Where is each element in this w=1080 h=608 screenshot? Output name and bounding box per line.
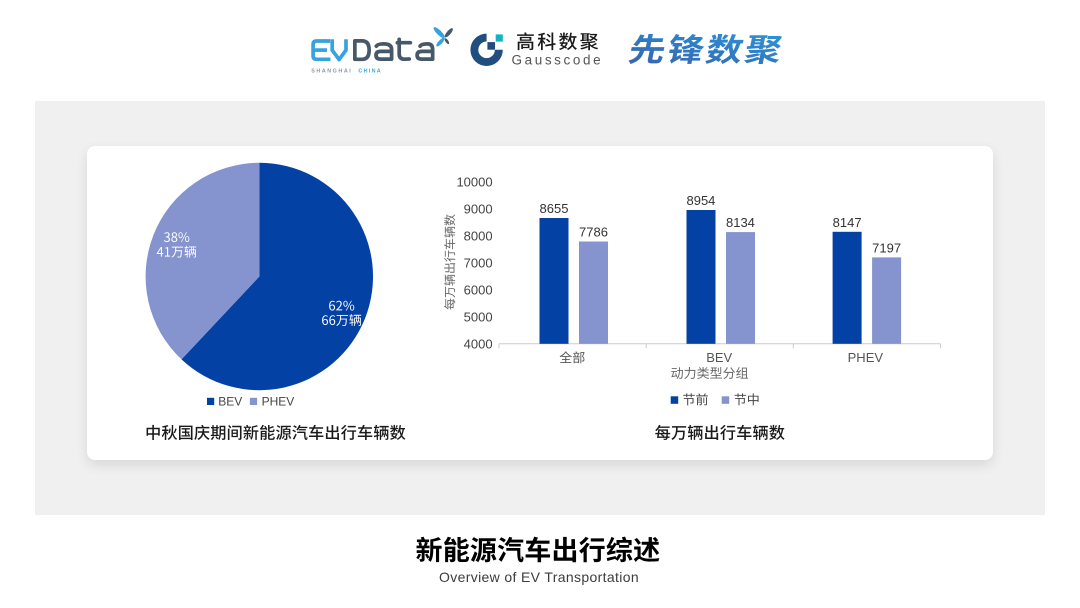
svg-text:8954: 8954 <box>686 193 715 208</box>
svg-text:8134: 8134 <box>726 215 755 230</box>
svg-text:SHANGHAI: SHANGHAI <box>311 68 352 74</box>
svg-text:8655: 8655 <box>540 201 569 216</box>
svg-text:7786: 7786 <box>579 225 608 240</box>
svg-text:8147: 8147 <box>833 215 862 230</box>
svg-text:PHEV: PHEV <box>262 394 295 408</box>
svg-text:10000: 10000 <box>456 174 492 189</box>
svg-text:BEV: BEV <box>706 350 732 365</box>
svg-text:CHINA: CHINA <box>358 68 382 74</box>
svg-text:8000: 8000 <box>464 228 493 243</box>
svg-text:5000: 5000 <box>464 309 493 324</box>
svg-text:PHEV: PHEV <box>848 350 884 365</box>
svg-text:9000: 9000 <box>464 201 493 216</box>
svg-text:4000: 4000 <box>464 337 493 352</box>
svg-text:Gausscode: Gausscode <box>512 53 604 68</box>
svg-text:Overview of EV Transportation: Overview of EV Transportation <box>439 569 639 585</box>
svg-text:6000: 6000 <box>464 282 493 297</box>
svg-text:BEV: BEV <box>218 394 242 408</box>
svg-text:7197: 7197 <box>872 240 901 255</box>
svg-text:7000: 7000 <box>464 255 493 270</box>
